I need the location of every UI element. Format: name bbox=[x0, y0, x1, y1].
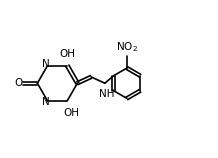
Text: N: N bbox=[42, 59, 50, 69]
Text: N: N bbox=[42, 97, 50, 107]
Text: OH: OH bbox=[60, 49, 76, 58]
Text: O: O bbox=[15, 78, 23, 88]
Text: OH: OH bbox=[63, 108, 79, 118]
Text: NH: NH bbox=[99, 89, 114, 99]
Text: NO$_2$: NO$_2$ bbox=[116, 41, 138, 54]
